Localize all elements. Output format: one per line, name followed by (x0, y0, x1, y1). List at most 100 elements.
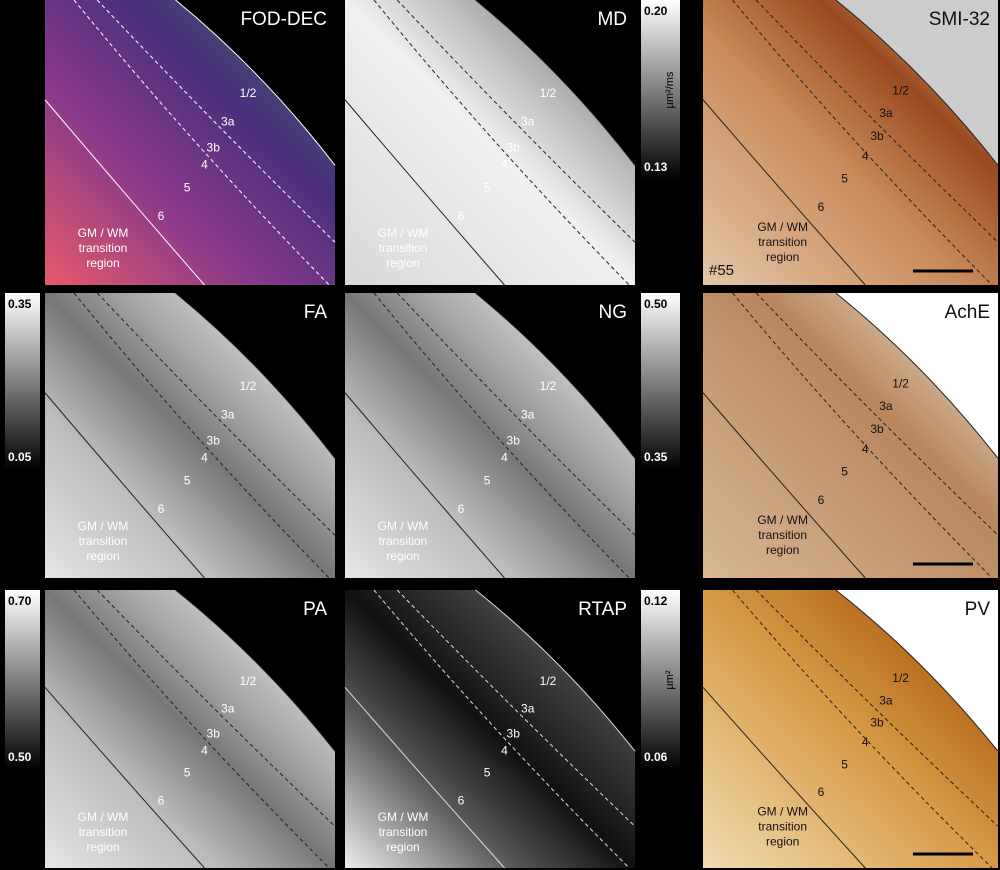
layer-label: 5 (184, 473, 191, 487)
colorbar-bottom: 0.50 (8, 750, 32, 764)
region-label: region (86, 840, 119, 854)
layer-label: 3b (870, 422, 884, 436)
layer-boundary (702, 686, 866, 869)
background-corner (835, 0, 998, 166)
layer-label: 6 (818, 200, 825, 214)
colorbar-unit: µm² (664, 670, 676, 690)
layer-boundary-dashed (396, 589, 636, 827)
layer-label: 4 (501, 450, 508, 464)
layer-label: 1/2 (892, 83, 909, 97)
layer-label: 3b (207, 140, 221, 154)
layer-label: 5 (841, 465, 848, 479)
background-corner (475, 0, 635, 166)
colorbar-top: 0.12 (644, 594, 668, 608)
colorbar-top: 0.35 (8, 297, 32, 311)
region-label: transition (379, 825, 428, 839)
layer-label: 4 (501, 743, 508, 757)
layer-label: 3a (521, 408, 535, 422)
layer-label: 4 (862, 735, 869, 749)
colorbar-unit: µm²/ms (664, 71, 676, 108)
region-label: region (766, 835, 799, 849)
layer-label: 6 (458, 793, 465, 807)
layer-label: 1/2 (240, 379, 257, 393)
layer-label: 6 (158, 502, 165, 516)
colorbar-bottom: 0.13 (644, 160, 668, 174)
layer-boundary (344, 99, 505, 286)
layer-label: 1/2 (540, 379, 557, 393)
layer-boundary (475, 589, 636, 752)
panel-title: FA (304, 302, 328, 323)
region-label: GM / WM (78, 226, 129, 240)
layer-boundary-dashed (373, 589, 630, 869)
layer-label: 5 (841, 172, 848, 186)
case-label: #55 (709, 262, 734, 279)
layer-label: 6 (818, 493, 825, 507)
layer-label: 3b (870, 129, 884, 143)
layer-label: 3a (879, 693, 893, 707)
layer-boundary (175, 589, 336, 752)
layer-label: 3a (879, 399, 893, 413)
layer-label: 1/2 (240, 86, 257, 100)
layer-label: 1/2 (540, 674, 557, 688)
colorbar-bottom: 0.35 (644, 450, 668, 464)
layer-label: 4 (201, 743, 208, 757)
layer-label: 3a (521, 702, 535, 716)
region-label: transition (79, 534, 128, 548)
layer-label: 5 (184, 766, 191, 780)
panel-title: PA (303, 599, 327, 620)
colorbar (641, 0, 680, 180)
layer-boundary (44, 392, 205, 579)
background-corner (835, 293, 998, 459)
layer-label: 4 (862, 149, 869, 163)
layer-label: 6 (158, 209, 165, 223)
colorbar (5, 590, 40, 770)
region-label: GM / WM (78, 519, 129, 533)
layer-label: 3b (207, 433, 221, 447)
layer-label: 5 (484, 180, 491, 194)
layer-label: 3a (221, 702, 235, 716)
region-label: transition (379, 241, 428, 255)
layer-label: 3b (507, 140, 521, 154)
panel-title: SMI-32 (929, 9, 990, 30)
region-label: GM / WM (757, 220, 808, 234)
region-label: region (386, 840, 419, 854)
colorbar-bottom: 0.05 (8, 450, 32, 464)
colorbar (641, 590, 680, 770)
layer-label: 1/2 (892, 376, 909, 390)
layer-label: 3a (521, 115, 535, 129)
background-corner (475, 590, 635, 752)
layer-boundary-dashed (373, 292, 630, 579)
layer-label: 6 (818, 785, 825, 799)
layer-boundary (835, 0, 999, 166)
region-label: region (766, 543, 799, 557)
layer-label: 3b (870, 716, 884, 730)
colorbar-top: 0.20 (644, 4, 668, 18)
layer-boundary-dashed (755, 0, 999, 243)
layer-label: 5 (484, 473, 491, 487)
layer-label: 4 (501, 157, 508, 171)
colorbar (641, 293, 680, 470)
background-corner (175, 0, 335, 166)
layer-boundary-dashed (755, 292, 999, 536)
layer-boundary-dashed (732, 0, 993, 286)
panel-title: RTAP (578, 599, 627, 620)
layer-label: 5 (184, 180, 191, 194)
layer-label: 6 (158, 793, 165, 807)
background-corner (835, 590, 998, 752)
region-label: GM / WM (757, 805, 808, 819)
layer-label: 1/2 (240, 674, 257, 688)
region-label: transition (379, 534, 428, 548)
layer-boundary (835, 589, 999, 752)
region-label: transition (79, 241, 128, 255)
region-label: transition (79, 825, 128, 839)
layer-boundary-dashed (73, 0, 330, 286)
layer-boundary (175, 0, 336, 166)
colorbar-top: 0.50 (644, 297, 668, 311)
layer-boundary (344, 392, 505, 579)
panel-title: NG (599, 302, 628, 323)
